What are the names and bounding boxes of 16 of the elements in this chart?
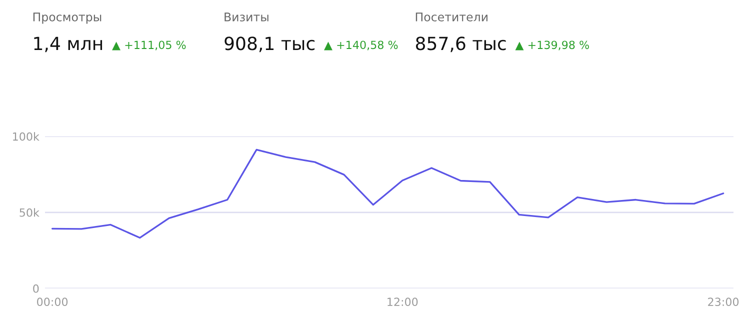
x-tick-label: 12:00 <box>388 298 418 306</box>
text: Визиты <box>224 12 268 22</box>
text: ▲ +139,98 % <box>515 40 589 50</box>
text: ▲ +111,05 % <box>112 40 186 50</box>
y-tick-label: 50k <box>20 208 40 217</box>
text: 1,4 млн <box>34 36 102 52</box>
text: Просмотры <box>33 12 102 24</box>
text: Посетители <box>416 12 488 22</box>
y-tick-label: 100k <box>13 132 40 141</box>
text: ▲ +140,58 % <box>324 40 398 50</box>
y-tick-label: 0 <box>33 284 39 293</box>
x-tick-label: 00:00 <box>37 298 68 306</box>
text: 857,6 тыс <box>416 36 506 52</box>
text: 908,1 тыс <box>224 36 315 52</box>
line-series <box>51 148 724 239</box>
x-tick-label: 23:00 <box>708 298 739 306</box>
